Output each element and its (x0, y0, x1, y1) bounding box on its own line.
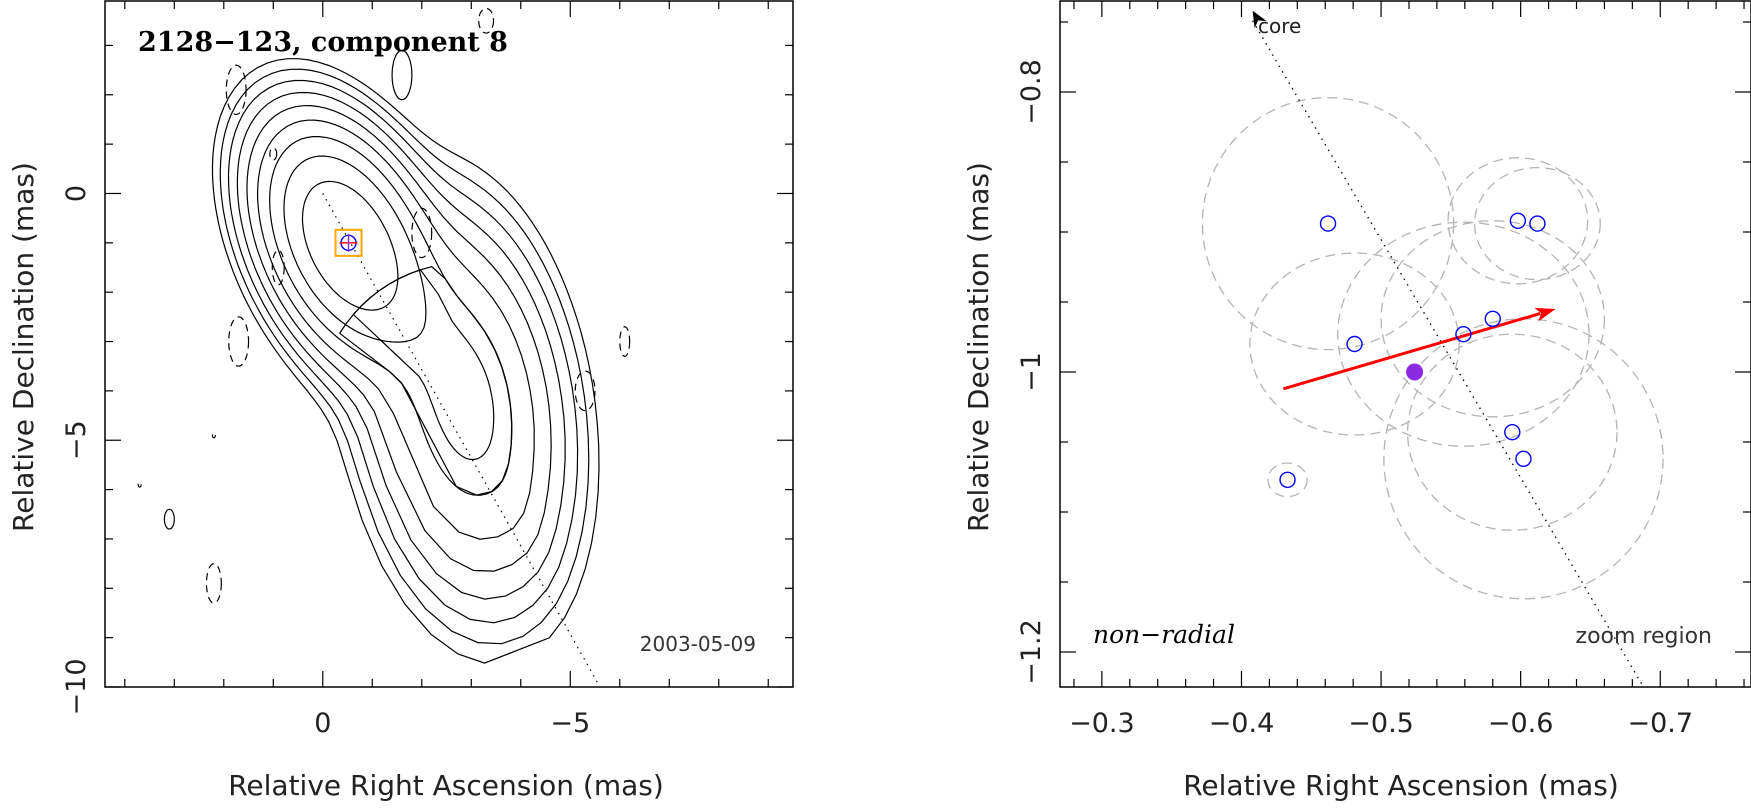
chart-title: 2128−123, component 8 (138, 27, 508, 58)
data-point (1279, 471, 1296, 488)
y-tick-label: −5 (61, 420, 92, 460)
contour-level (246, 104, 552, 572)
x-tick-label: −0.7 (1627, 708, 1693, 739)
observation-date: 2003-05-09 (640, 632, 756, 656)
negative-contour (228, 316, 250, 367)
error-ellipse (1447, 157, 1589, 285)
right-panel: core −0.3 −0.4 −0.5 −0.6 −0.7 −0.8 −1 −1.2 non… (962, 0, 1751, 802)
negative-contour (269, 147, 278, 161)
y-axis-label: Relative Declination (mas) (7, 162, 40, 532)
error-ellipse (1337, 221, 1590, 447)
x-tick-label: −0.3 (1069, 708, 1135, 739)
x-tick-label: 0 (314, 708, 331, 739)
x-axis-label: Relative Right Ascension (mas) (1183, 769, 1619, 802)
plot-frame (1059, 0, 1751, 688)
x-tick-label: −0.5 (1348, 708, 1414, 739)
contour-level (283, 155, 427, 343)
negative-contour (137, 481, 142, 488)
noise-contour (163, 508, 175, 530)
axis-ticks (105, 1, 793, 688)
error-ellipse (1406, 333, 1618, 531)
core-label: core (1258, 14, 1301, 38)
error-ellipse (1383, 318, 1664, 600)
x-tick-label: −0.4 (1209, 708, 1275, 739)
axis-ticks (1060, 1, 1751, 687)
contour-level (236, 91, 566, 600)
y-tick-label: −1 (1016, 352, 1047, 392)
negative-contour (271, 249, 285, 286)
contour-level (352, 269, 495, 461)
error-ellipse (1201, 96, 1455, 351)
contour-map (211, 58, 600, 664)
x-tick-label: −0.6 (1488, 708, 1554, 739)
non-radial-annotation: non−radial (1093, 620, 1235, 649)
error-ellipse (1267, 462, 1308, 498)
y-tick-label: −0.8 (1016, 59, 1047, 125)
jet-direction-line (322, 193, 601, 688)
data-point (1509, 212, 1527, 230)
data-point (1515, 450, 1532, 467)
y-axis-label: Relative Declination (mas) (962, 162, 995, 532)
negative-contour (205, 563, 222, 604)
data-point (1319, 215, 1337, 232)
left-panel: 0 −5 0 −5 −10 2128−123, component 8 2003-05… (7, 0, 794, 802)
negative-contour (574, 370, 596, 412)
plot-frame (104, 0, 794, 688)
zoom-region-label: zoom region (1576, 624, 1712, 649)
error-ellipse (1473, 166, 1601, 281)
data-point (1346, 335, 1363, 353)
motion-vector-shaft (1282, 312, 1541, 391)
x-tick-label: −5 (550, 708, 590, 739)
negative-contour (411, 207, 433, 259)
noise-contour (391, 49, 413, 101)
contour-level (227, 79, 579, 624)
y-tick-label: −10 (61, 659, 92, 716)
negative-contour (478, 7, 495, 34)
error-ellipse (1249, 252, 1460, 436)
contour-level (211, 58, 600, 664)
contour-level (257, 119, 535, 540)
data-point (1484, 310, 1501, 327)
core-arrow-head (1252, 10, 1267, 29)
contour-level (219, 68, 590, 645)
contour-level (269, 136, 513, 496)
negative-contour (225, 64, 247, 116)
negative-contour (211, 432, 216, 439)
component-positions (1279, 212, 1546, 488)
error-ellipse (1380, 220, 1606, 418)
y-tick-labels: −0.8 −1 −1.2 (1016, 59, 1047, 685)
zoom-region-box (334, 228, 363, 257)
negative-contour (619, 326, 631, 357)
motion-vector (1282, 307, 1556, 391)
component-marker (334, 228, 363, 257)
x-axis-label: Relative Right Ascension (mas) (228, 769, 664, 802)
jet-direction-line (1252, 20, 1645, 688)
data-point (1529, 215, 1546, 232)
y-tick-labels: 0 −5 −10 (61, 185, 92, 716)
y-tick-label: 0 (61, 185, 92, 202)
data-point (1504, 424, 1521, 441)
x-tick-labels: 0 −5 (314, 708, 590, 739)
x-tick-labels: −0.3 −0.4 −0.5 −0.6 −0.7 (1069, 708, 1693, 739)
mean-position (1406, 363, 1424, 381)
error-ellipses (1201, 96, 1664, 600)
y-tick-label: −1.2 (1016, 619, 1047, 685)
contour-level (301, 180, 399, 311)
motion-vector-head (1534, 307, 1556, 322)
data-point (1455, 326, 1472, 343)
negative-contours (137, 7, 631, 604)
